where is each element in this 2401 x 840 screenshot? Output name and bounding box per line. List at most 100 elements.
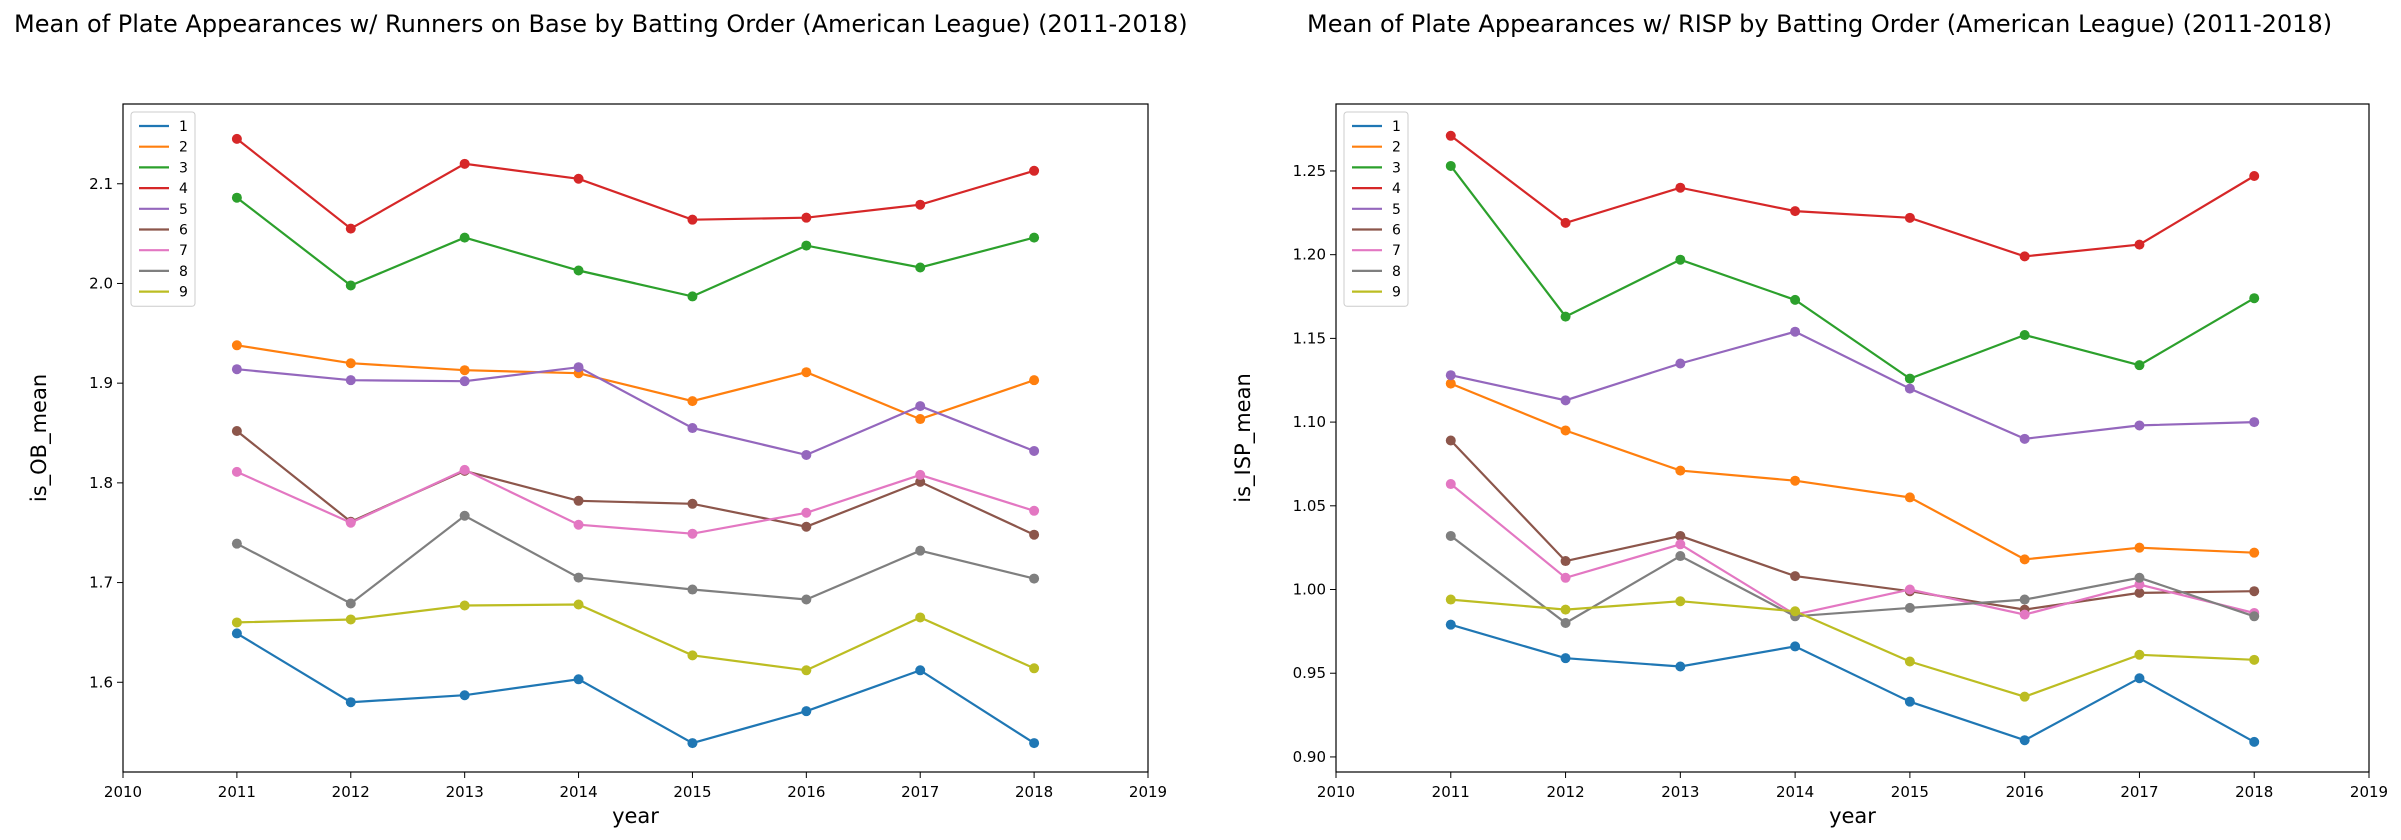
- right-series-5-point: [1675, 358, 1686, 369]
- left-series-9-point: [345, 614, 356, 625]
- left-x-tick-label: 2011: [218, 783, 256, 801]
- left-series-1-point: [801, 706, 812, 717]
- left-series-7-point: [915, 469, 926, 480]
- left-series-2-point: [801, 367, 812, 378]
- left-series-7-point: [459, 464, 470, 475]
- right-x-tick-label: 2012: [1546, 783, 1584, 801]
- left-chart-title: Mean of Plate Appearances w/ Runners on …: [14, 10, 1188, 38]
- left-series-3-point: [915, 262, 926, 273]
- right-series-5-point: [1904, 383, 1915, 394]
- right-x-axis-label: year: [1829, 804, 1876, 828]
- left-series-2-line: [236, 344, 1035, 421]
- right-legend-label: 2: [1392, 140, 1401, 156]
- left-series-7-line: [236, 468, 1035, 535]
- right-series-6-point: [2249, 586, 2260, 597]
- left-series-6-point: [687, 498, 698, 509]
- left-y-tick-label: 1.8: [89, 474, 113, 492]
- right-series-5-point: [2019, 433, 2030, 444]
- left-series-4-point: [687, 214, 698, 225]
- left-series-1-point: [231, 628, 242, 639]
- right-series-5-line: [1450, 330, 2255, 440]
- right-legend-label: 8: [1392, 264, 1401, 280]
- left-series-7-point: [801, 507, 812, 518]
- right-series-1-point: [2249, 736, 2260, 747]
- left-series-9-point: [1029, 663, 1040, 674]
- right-plot-frame: [1335, 103, 2370, 773]
- left-series-2-point: [345, 358, 356, 369]
- left-series-6-point: [573, 495, 584, 506]
- left-series-6-point: [801, 521, 812, 532]
- right-legend-label: 3: [1392, 160, 1401, 176]
- right-series-2-point: [1904, 492, 1915, 503]
- left-series-1-point: [915, 665, 926, 676]
- left-series-5-point: [459, 376, 470, 387]
- left-series-5-point: [801, 449, 812, 460]
- right-series-3-point: [1790, 294, 1801, 305]
- right-legend-label: 4: [1392, 181, 1401, 197]
- right-x-tick-label: 2014: [1776, 783, 1814, 801]
- right-x-tick-label: 2015: [1891, 783, 1929, 801]
- left-series-8-point: [345, 598, 356, 609]
- right-series-1-point: [1675, 661, 1686, 672]
- right-x-tick-label: 2010: [1317, 783, 1355, 801]
- right-x-tick-label: 2019: [2350, 783, 2388, 801]
- left-series-3-point: [573, 265, 584, 276]
- left-series-1-point: [573, 674, 584, 685]
- right-series-9-point: [1675, 596, 1686, 607]
- left-series-3-point: [345, 280, 356, 291]
- left-series-8-line: [236, 514, 1035, 605]
- right-y-axis-label: is_ISP_mean: [1231, 373, 1256, 503]
- left-legend-label: 7: [179, 243, 188, 259]
- left-series-7-point: [345, 517, 356, 528]
- right-series-5-point: [2249, 417, 2260, 428]
- right-series-2-point: [1675, 465, 1686, 476]
- left-legend-label: 6: [179, 223, 188, 239]
- left-series-7-point: [231, 466, 242, 477]
- left-y-tick-label: 2.1: [89, 175, 113, 193]
- left-series-5-point: [1029, 445, 1040, 456]
- left-series-2-point: [459, 365, 470, 376]
- right-y-tick-label: 1.10: [1293, 413, 1326, 431]
- left-series-7-point: [573, 519, 584, 530]
- left-x-tick-label: 2014: [559, 783, 597, 801]
- right-y-tick-label: 1.25: [1293, 162, 1326, 180]
- right-series-9-point: [2134, 649, 2145, 660]
- right-series-9-line: [1450, 598, 2255, 698]
- right-series-1-point: [1904, 696, 1915, 707]
- right-series-9-point: [2249, 654, 2260, 665]
- right-series-1-point: [1790, 641, 1801, 652]
- left-series-9-point: [915, 612, 926, 623]
- right-series-3-point: [1675, 254, 1686, 265]
- right-x-tick-label: 2013: [1661, 783, 1699, 801]
- left-x-tick-label: 2013: [446, 783, 484, 801]
- right-series-2-point: [2249, 547, 2260, 558]
- left-series-1-line: [236, 632, 1035, 745]
- left-legend-label: 2: [179, 140, 188, 156]
- right-legend-label: 9: [1392, 285, 1401, 301]
- left-y-tick-label: 1.6: [89, 673, 113, 691]
- right-series-8-point: [1675, 551, 1686, 562]
- right-series-4-point: [1790, 206, 1801, 217]
- left-series-2-point: [231, 340, 242, 351]
- right-series-5-point: [1790, 326, 1801, 337]
- left-series-1-point: [1029, 738, 1040, 749]
- right-series-2-point: [1790, 475, 1801, 486]
- right-series-6-point: [2134, 587, 2145, 598]
- right-series-2-point: [1445, 378, 1456, 389]
- left-series-8-point: [231, 538, 242, 549]
- left-series-4-point: [345, 223, 356, 234]
- left-series-2-point: [1029, 375, 1040, 386]
- right-series-3-point: [1560, 311, 1571, 322]
- left-series-1-point: [345, 697, 356, 708]
- right-series-2-line: [1450, 382, 2255, 561]
- left-series-4-point: [573, 173, 584, 184]
- left-series-4-point: [801, 212, 812, 223]
- right-series-3-point: [2019, 330, 2030, 341]
- right-y-tick-label: 1.00: [1293, 581, 1326, 599]
- right-series-2-point: [2134, 542, 2145, 553]
- left-series-8-point: [915, 545, 926, 556]
- left-series-6-point: [915, 476, 926, 487]
- right-series-5-point: [1445, 370, 1456, 381]
- right-series-2-point: [1560, 425, 1571, 436]
- right-series-4-point: [1560, 217, 1571, 228]
